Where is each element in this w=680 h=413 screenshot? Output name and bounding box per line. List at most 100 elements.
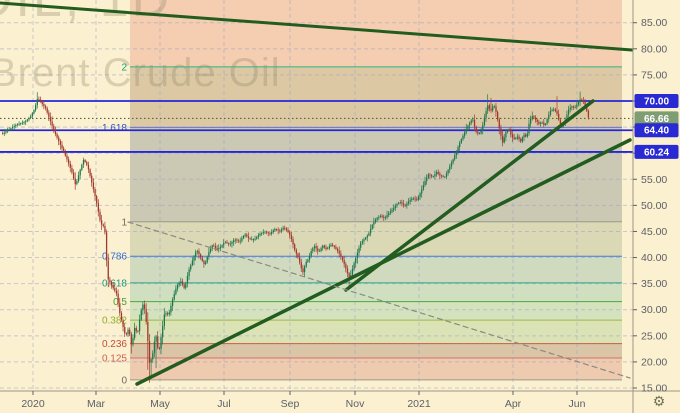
candle-body — [48, 112, 50, 118]
candle-body — [206, 256, 208, 263]
candlestick-series — [2, 91, 590, 383]
candle-body — [327, 248, 329, 250]
candle-body — [447, 169, 449, 174]
candle-body — [129, 329, 131, 335]
candle-body — [242, 235, 245, 239]
candle-body — [279, 230, 281, 232]
candle-body — [264, 231, 266, 233]
dashed-guide-line[interactable] — [127, 221, 631, 379]
candle-body — [374, 219, 377, 222]
candle-body — [119, 303, 121, 313]
candle-body — [437, 172, 439, 174]
candle-body — [398, 203, 400, 205]
candle-body — [384, 217, 387, 219]
candle-body — [572, 106, 575, 108]
candle-body — [237, 240, 240, 242]
candle-body — [270, 232, 273, 234]
candle-body — [262, 232, 264, 233]
candle-body — [162, 325, 164, 338]
candle-body — [223, 243, 225, 246]
downtrend-line[interactable] — [0, 1, 634, 52]
candle-body — [38, 99, 40, 100]
candle-body — [429, 174, 431, 176]
candle-body — [56, 134, 58, 138]
candle-body — [308, 255, 311, 260]
candle-body — [71, 167, 73, 173]
candle-body — [155, 336, 157, 342]
candle-body — [148, 341, 151, 363]
candle-body — [54, 130, 57, 135]
candle-body — [74, 178, 76, 185]
candle-body — [203, 260, 205, 265]
candle-body — [538, 122, 540, 124]
axis-settings-gear-icon[interactable]: ⚙ — [653, 393, 666, 409]
time-tick-label: Nov — [346, 398, 365, 410]
candle-body — [551, 109, 553, 111]
candle-body — [414, 198, 416, 200]
candle-body — [51, 121, 53, 126]
fib-level-label: 1.618 — [102, 123, 127, 134]
candle-body — [393, 208, 395, 211]
candle-body — [480, 130, 482, 134]
candle-body — [460, 139, 462, 144]
candle-body — [63, 148, 65, 152]
candle-body — [411, 198, 413, 200]
fib-level-label: 0.236 — [102, 339, 127, 350]
uptrend-line-steep[interactable] — [344, 99, 595, 292]
candle-body — [117, 293, 119, 304]
candle-body — [492, 106, 494, 111]
fib-retracement-drawing[interactable]: 2 1.618 1 0.786 0.618 0.5 0.382 0.236 0.125 0 — [102, 62, 622, 386]
fib-level-label: 0.786 — [102, 252, 127, 263]
trend-line-drawings[interactable] — [0, 1, 634, 386]
candle-body — [513, 137, 515, 140]
candle-body — [544, 123, 547, 125]
candle-body — [259, 233, 261, 236]
time-axis[interactable]: 2020 Mar May Jul Sep Nov 2021 Apr Jun — [21, 391, 586, 410]
candle-body — [132, 338, 134, 345]
candle-body — [274, 228, 276, 231]
candle-body — [516, 136, 519, 139]
candle-body — [216, 248, 218, 250]
candle-body — [490, 108, 492, 111]
candle-body — [335, 246, 337, 249]
candle-body — [82, 159, 85, 165]
candle-body — [511, 134, 514, 138]
candle-body — [251, 239, 253, 241]
candle-body — [577, 101, 580, 105]
candle-body — [503, 137, 505, 143]
price-tick-label: 85.00 — [641, 17, 667, 29]
candle-body — [317, 248, 319, 251]
candle-body — [58, 137, 60, 142]
candle-body — [351, 268, 354, 276]
candle-body — [25, 120, 27, 123]
candle-body — [569, 107, 571, 110]
candle-body — [368, 233, 370, 236]
candle-body — [445, 173, 448, 177]
price-badge — [634, 94, 679, 108]
candle-body — [219, 247, 222, 249]
time-tick-label: Apr — [505, 398, 522, 410]
candle-body — [49, 117, 52, 122]
candle-body — [87, 164, 90, 170]
candle-body — [457, 147, 459, 152]
candle-body — [61, 144, 63, 149]
candle-body — [200, 254, 202, 258]
candle-body — [313, 246, 316, 249]
candle-body — [464, 132, 466, 136]
candle-body — [541, 122, 543, 124]
candle-body — [196, 251, 198, 253]
candle-body — [97, 203, 99, 212]
candle-body — [579, 99, 581, 102]
candle-body — [244, 234, 246, 236]
time-tick-label: Mar — [87, 398, 106, 410]
candle-body — [76, 181, 78, 185]
fib-level-label: 0.5 — [113, 297, 127, 308]
candle-body — [554, 109, 557, 112]
candle-body — [391, 210, 393, 212]
candle-body — [204, 262, 207, 265]
candle-body — [2, 133, 4, 135]
fib-band — [130, 256, 622, 283]
candle-body — [15, 125, 17, 127]
candle-body — [409, 199, 411, 202]
